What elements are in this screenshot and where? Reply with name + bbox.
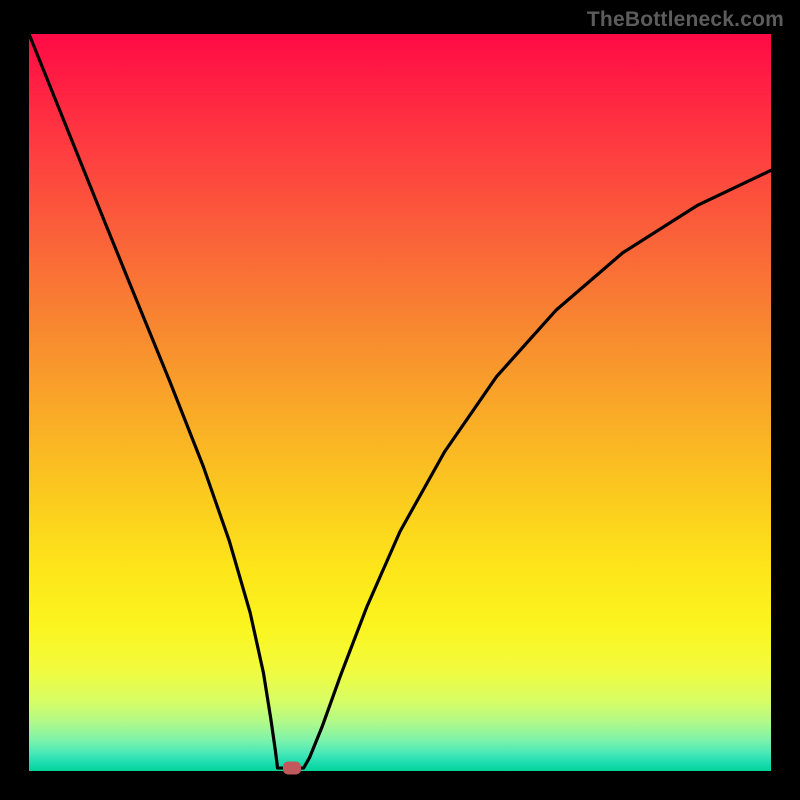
watermark-text: TheBottleneck.com bbox=[587, 8, 784, 32]
optimum-marker bbox=[283, 762, 301, 775]
chart-frame: TheBottleneck.com bbox=[0, 0, 800, 800]
heatmap-gradient bbox=[29, 34, 771, 771]
plot-border bbox=[25, 30, 775, 775]
